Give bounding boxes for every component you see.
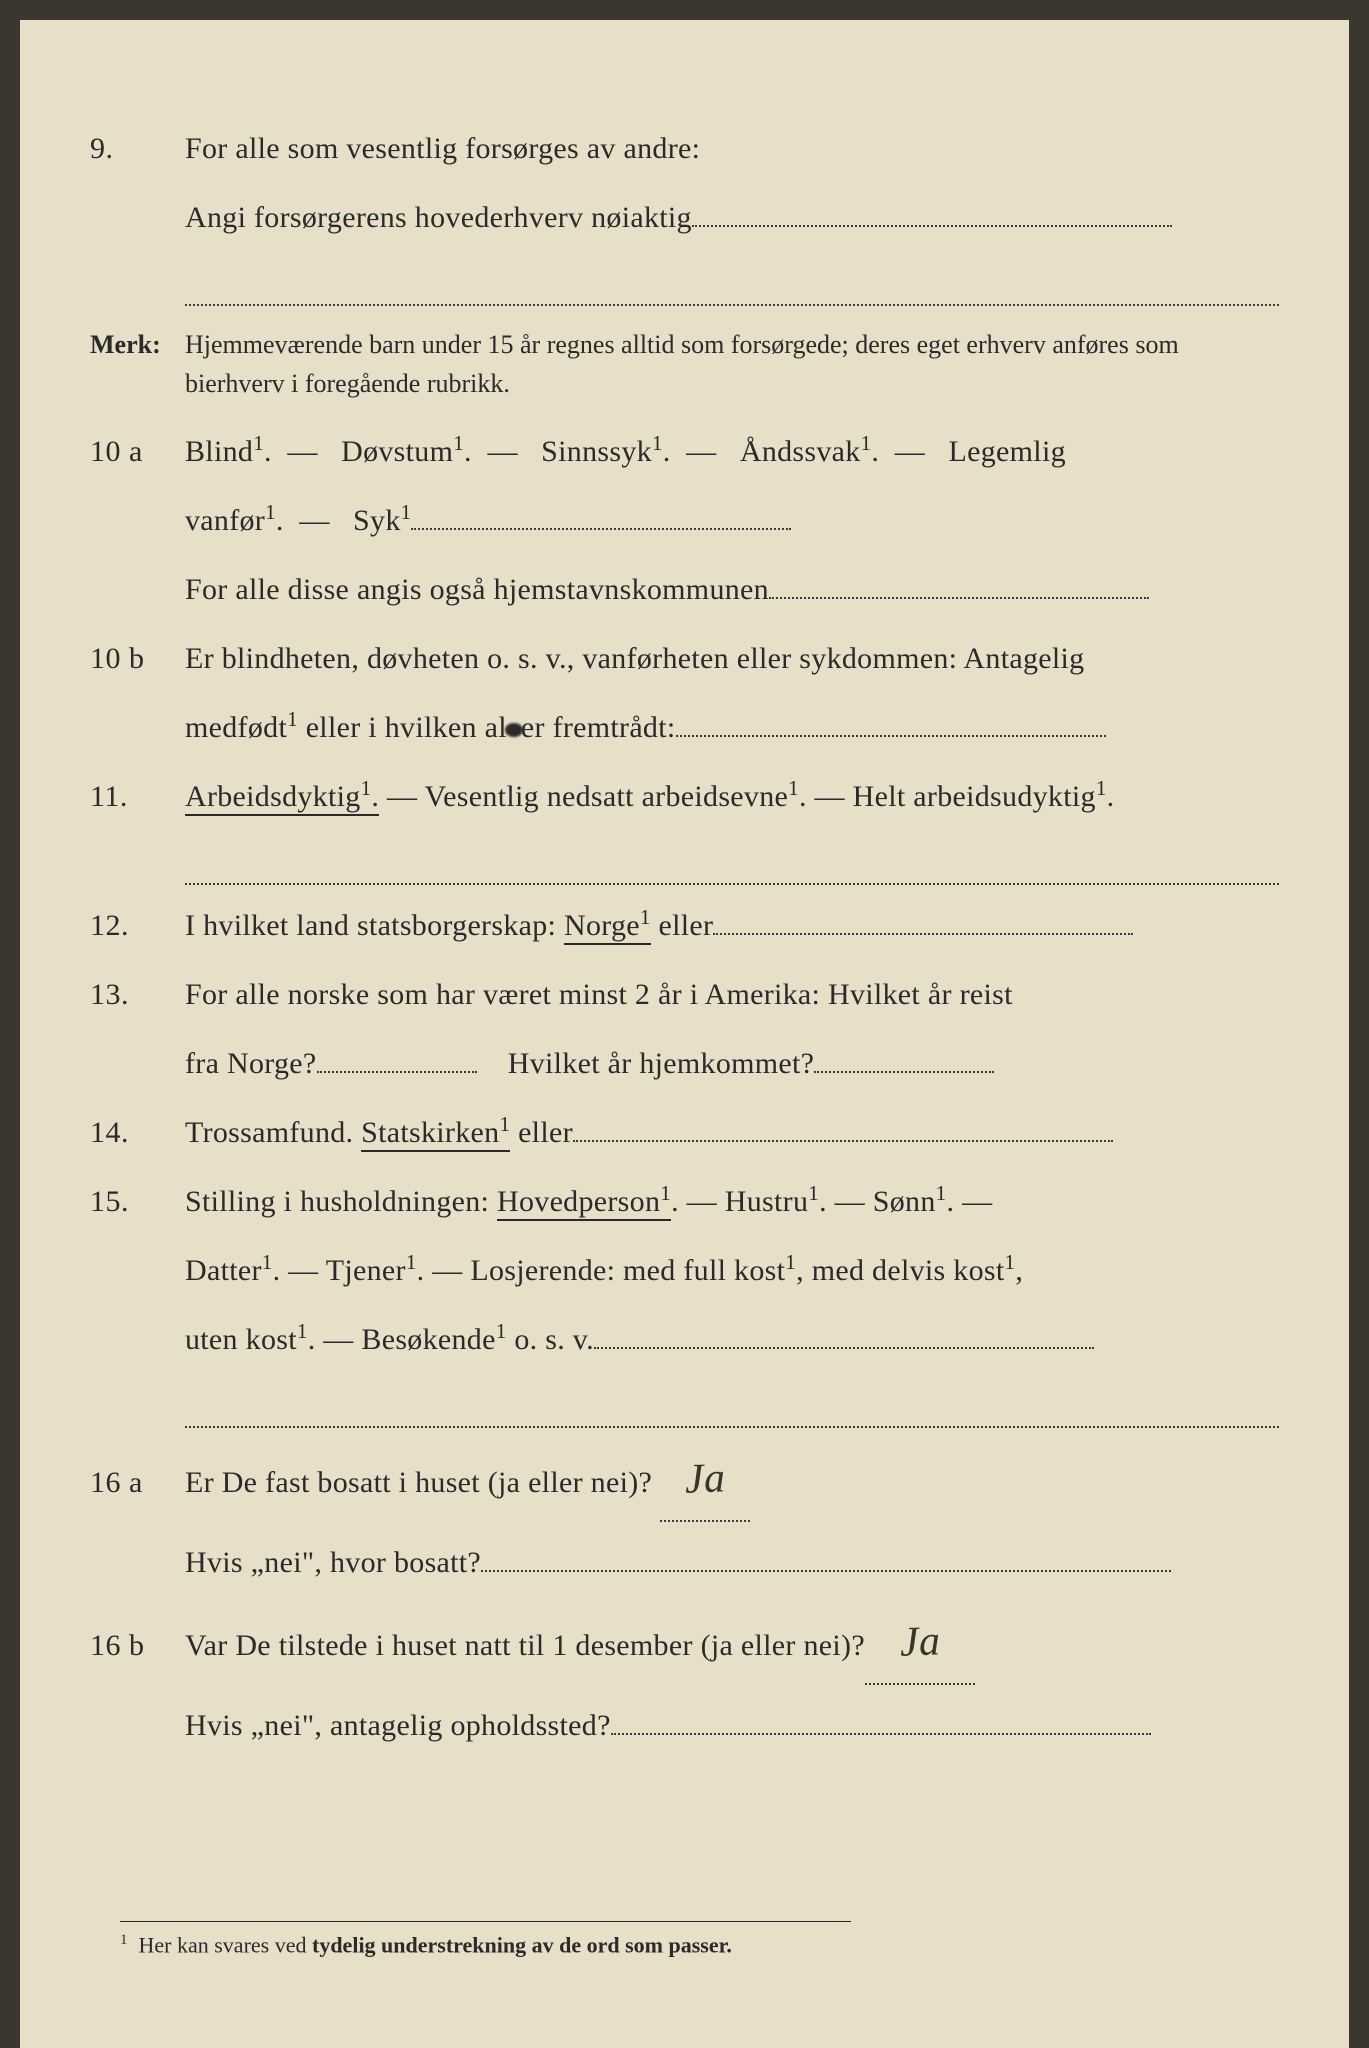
q15-line2: Datter1. — Tjener1. — Losjerende: med fu… (90, 1242, 1279, 1299)
footnote: 1 Her kan svares ved tydelig understrekn… (120, 1921, 851, 1958)
q16a-line1: 16 a Er De fast bosatt i huset (ja eller… (90, 1440, 1279, 1522)
q9-num: 9. (90, 120, 185, 177)
merk-text: Hjemmeværende barn under 15 år regnes al… (185, 325, 1279, 403)
q12: 12. I hvilket land statsborgerskap: Norg… (90, 897, 1279, 954)
q11: 11. Arbeidsdyktig1. — Vesentlig nedsatt … (90, 768, 1279, 825)
q13-num: 13. (90, 966, 185, 1023)
q10a-line1: 10 a Blind1. — Døvstum1. — Sinnssyk1. — … (90, 423, 1279, 480)
q10b-line1: 10 b Er blindheten, døvheten o. s. v., v… (90, 630, 1279, 687)
q15-line1: 15. Stilling i husholdningen: Hovedperso… (90, 1173, 1279, 1230)
q16a-answer: Ja (683, 1439, 726, 1520)
q16b-line2: Hvis „nei", antagelig opholdssted? (90, 1697, 1279, 1754)
q11-num: 11. (90, 768, 185, 825)
q11-blank (90, 837, 1279, 885)
q9-line2: Angi forsørgerens hovederhverv nøiaktig (90, 189, 1279, 246)
q11-selected: Arbeidsdyktig1. (185, 780, 379, 816)
q9-text1: For alle som vesentlig forsørges av andr… (185, 120, 1279, 177)
q15-selected: Hovedperson1 (497, 1185, 671, 1221)
q10a-line3: For alle disse angis også hjemstavnskomm… (90, 561, 1279, 618)
q12-selected: Norge1 (564, 909, 651, 945)
q10a-line2: vanfør1. — Syk1 (90, 492, 1279, 549)
q9-blank (692, 225, 1172, 227)
q10b-line2: medfødt1 eller i hvilken aler fremtrådt: (90, 699, 1279, 756)
q15-blank (90, 1380, 1279, 1428)
q9-blank-full (185, 258, 1279, 306)
q16b-answer: Ja (898, 1602, 941, 1683)
ink-smudge (505, 723, 523, 737)
q9-line3 (90, 258, 1279, 306)
q10a-num: 10 a (90, 423, 185, 480)
q14-num: 14. (90, 1104, 185, 1161)
q10b-num: 10 b (90, 630, 185, 687)
q9-text2: Angi forsørgerens hovederhverv nøiaktig (185, 201, 692, 234)
q14: 14. Trossamfund. Statskirken1 eller (90, 1104, 1279, 1161)
q9-line1: 9. For alle som vesentlig forsørges av a… (90, 120, 1279, 177)
q13-line2: fra Norge? Hvilket år hjemkommet? (90, 1035, 1279, 1092)
merk-row: Merk: Hjemmeværende barn under 15 år reg… (90, 320, 1279, 403)
merk-label: Merk: (90, 320, 185, 369)
q12-num: 12. (90, 897, 185, 954)
q13-line1: 13. For alle norske som har været minst … (90, 966, 1279, 1023)
q15-line3: uten kost1. — Besøkende1 o. s. v. (90, 1311, 1279, 1368)
q15-num: 15. (90, 1173, 185, 1230)
q16b-num: 16 b (90, 1617, 185, 1674)
q16b-line1: 16 b Var De tilstede i huset natt til 1 … (90, 1603, 1279, 1685)
q16a-num: 16 a (90, 1454, 185, 1511)
census-form-page: 9. For alle som vesentlig forsørges av a… (20, 20, 1349, 2048)
q14-selected: Statskirken1 (361, 1116, 510, 1152)
q16a-line2: Hvis „nei", hvor bosatt? (90, 1534, 1279, 1591)
